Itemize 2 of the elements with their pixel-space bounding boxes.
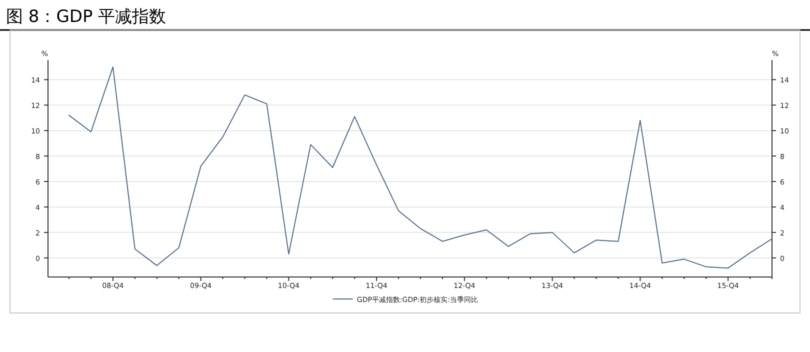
line-series — [68, 66, 772, 269]
chart-title: 图 8：GDP 平减指数 — [6, 7, 166, 27]
